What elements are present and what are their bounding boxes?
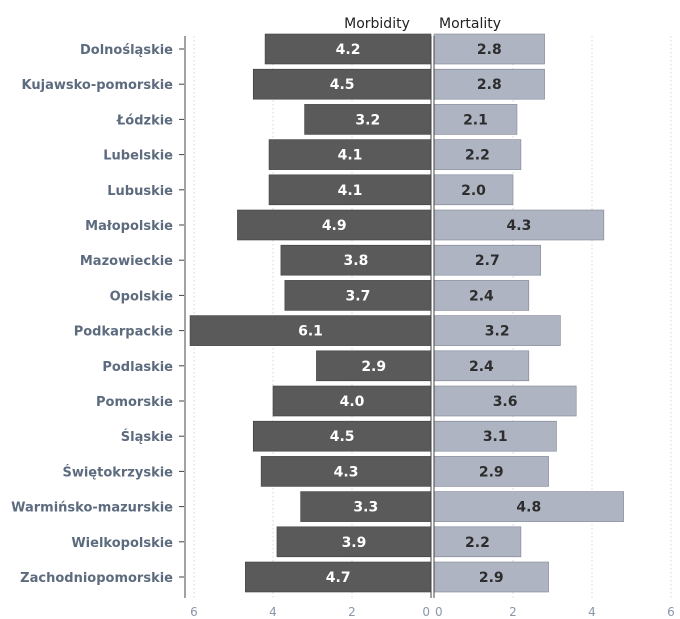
x-tick-label-morbidity-3: 6 xyxy=(190,605,198,619)
bar-mortality-4 xyxy=(433,174,514,206)
bar-mortality-15 xyxy=(433,561,549,593)
data-label-morbidity-1: 4.5 xyxy=(330,77,355,93)
data-label-morbidity-6: 3.8 xyxy=(344,253,369,269)
data-label-mortality-7: 2.4 xyxy=(469,288,494,304)
category-label-11: Śląskie xyxy=(121,429,173,445)
bar-morbidity-11 xyxy=(252,420,432,452)
bar-morbidity-2 xyxy=(304,104,432,135)
bar-morbidity-14 xyxy=(276,526,432,558)
bar-morbidity-10 xyxy=(272,385,432,417)
bar-mortality-11 xyxy=(433,420,557,452)
bar-mortality-3 xyxy=(433,139,522,170)
x-tick-label-morbidity-1: 2 xyxy=(348,605,356,619)
bar-morbidity-5 xyxy=(237,209,432,241)
data-label-morbidity-5: 4.9 xyxy=(322,218,347,234)
category-label-4: Lubuskie xyxy=(107,184,173,199)
bar-morbidity-9 xyxy=(316,350,432,382)
data-label-mortality-13: 4.8 xyxy=(516,500,541,516)
data-label-mortality-0: 2.8 xyxy=(477,42,502,58)
data-label-mortality-12: 2.9 xyxy=(479,464,504,480)
data-label-mortality-14: 2.2 xyxy=(465,535,490,551)
x-tick-label-mortality-0: 0 xyxy=(435,605,443,619)
x-tick-label-morbidity-0: 0 xyxy=(422,605,430,619)
category-label-12: Świętokrzyskie xyxy=(62,464,173,480)
category-label-9: Podlaskie xyxy=(102,360,173,375)
data-label-morbidity-8: 6.1 xyxy=(298,324,323,340)
bar-morbidity-6 xyxy=(280,244,432,276)
x-tick-label-mortality-1: 2 xyxy=(509,605,517,619)
bar-morbidity-12 xyxy=(260,456,432,487)
category-label-1: Kujawsko-pomorskie xyxy=(22,78,174,93)
bar-morbidity-1 xyxy=(252,68,432,100)
bar-mortality-12 xyxy=(433,456,549,487)
bar-mortality-10 xyxy=(433,385,577,417)
panel-title-morbidity: Morbidity xyxy=(344,16,410,32)
category-label-14: Wielkopolskie xyxy=(71,536,173,551)
data-label-morbidity-2: 3.2 xyxy=(355,112,380,128)
axes: 0 0 2 2 4 4 6 6 xyxy=(179,36,675,619)
data-label-mortality-10: 3.6 xyxy=(493,394,518,410)
bar-mortality-6 xyxy=(433,244,541,276)
data-label-mortality-9: 2.4 xyxy=(469,359,494,375)
category-label-5: Małopolskie xyxy=(85,219,173,234)
bar-mortality-0 xyxy=(433,33,545,65)
data-label-mortality-3: 2.2 xyxy=(465,148,490,164)
data-label-mortality-15: 2.9 xyxy=(479,570,504,586)
data-label-morbidity-9: 2.9 xyxy=(361,359,386,375)
data-label-mortality-6: 2.7 xyxy=(475,253,500,269)
labels: 4.2 2.8 Dolnośląskie 4.5 2.8 Kujawsko-pomorsk… xyxy=(11,42,541,586)
bar-morbidity-4 xyxy=(268,174,432,206)
data-label-morbidity-14: 3.9 xyxy=(342,535,367,551)
data-label-morbidity-0: 4.2 xyxy=(336,42,361,58)
data-label-mortality-2: 2.1 xyxy=(463,112,488,128)
bar-morbidity-15 xyxy=(245,561,432,593)
x-tick-label-mortality-3: 6 xyxy=(667,605,675,619)
category-label-13: Warmińsko-mazurskie xyxy=(11,501,173,516)
bar-mortality-14 xyxy=(433,526,522,558)
data-label-morbidity-4: 4.1 xyxy=(338,183,363,199)
bar-mortality-9 xyxy=(433,350,530,382)
data-label-morbidity-15: 4.7 xyxy=(326,570,351,586)
x-tick-label-mortality-2: 4 xyxy=(588,605,596,619)
data-label-mortality-1: 2.8 xyxy=(477,77,502,93)
category-label-8: Podkarpackie xyxy=(74,325,173,340)
category-label-2: Łódzkie xyxy=(116,113,173,128)
bar-mortality-8 xyxy=(433,315,561,346)
bar-mortality-13 xyxy=(433,491,624,522)
data-label-morbidity-3: 4.1 xyxy=(338,148,363,164)
category-label-10: Pomorskie xyxy=(96,395,173,410)
panel-title-mortality: Mortality xyxy=(439,16,501,32)
category-label-7: Opolskie xyxy=(110,289,174,304)
bar-morbidity-13 xyxy=(300,491,432,522)
x-tick-label-morbidity-2: 4 xyxy=(269,605,277,619)
category-label-0: Dolnośląskie xyxy=(80,43,173,58)
bars xyxy=(189,33,624,593)
data-label-mortality-8: 3.2 xyxy=(485,324,510,340)
data-label-morbidity-13: 3.3 xyxy=(353,500,378,516)
data-label-mortality-11: 3.1 xyxy=(483,429,508,445)
category-label-15: Zachodniopomorskie xyxy=(20,571,173,586)
bar-morbidity-0 xyxy=(264,33,432,65)
category-label-3: Lubelskie xyxy=(103,149,173,164)
data-label-mortality-5: 4.3 xyxy=(507,218,532,234)
data-label-morbidity-11: 4.5 xyxy=(330,429,355,445)
data-label-morbidity-10: 4.0 xyxy=(340,394,365,410)
bar-mortality-7 xyxy=(433,280,530,311)
bar-mortality-5 xyxy=(433,209,605,241)
data-label-mortality-4: 2.0 xyxy=(461,183,486,199)
data-label-morbidity-7: 3.7 xyxy=(346,288,371,304)
category-label-6: Mazowieckie xyxy=(80,254,173,269)
data-label-morbidity-12: 4.3 xyxy=(334,464,359,480)
